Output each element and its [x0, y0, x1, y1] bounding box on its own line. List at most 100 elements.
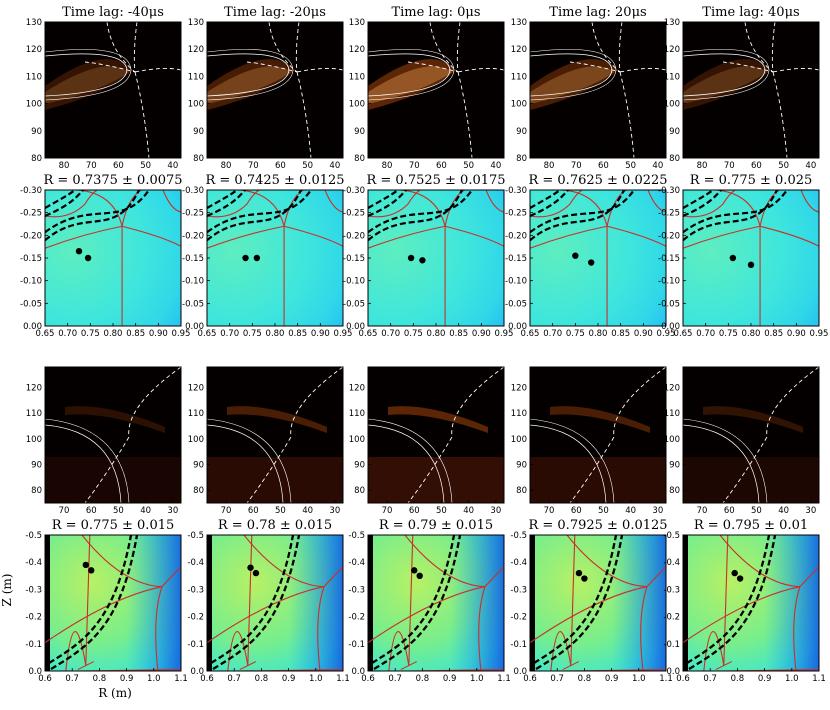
x-tick-label: 0.75 — [566, 329, 585, 339]
separatrix-line — [485, 190, 504, 213]
emission-core — [65, 406, 165, 433]
trajectory-line — [533, 535, 618, 664]
panel-r0-c2: Time lag: 0μs 80 70 60 50 40 80 90 100 110 120 130 — [349, 5, 505, 171]
trajectory-marker-1 — [736, 575, 744, 582]
trajectory-marker-1 — [581, 575, 588, 582]
separatrix-line — [530, 190, 583, 218]
trajectory-marker-0 — [407, 254, 415, 262]
trajectory-line — [207, 190, 246, 218]
separatrix-line — [388, 631, 410, 671]
y-tick-label: -0.20 — [505, 231, 527, 241]
y-tick-label: 100 — [188, 435, 204, 445]
trajectory-line — [45, 190, 76, 209]
x-tick-label: 0.6 — [361, 674, 375, 684]
panel-frame — [682, 366, 820, 504]
separatrix-line — [224, 190, 285, 227]
y-tick-label: -0.05 — [20, 299, 42, 309]
separatrix-line — [239, 661, 257, 671]
y-tick-label: 110 — [511, 409, 527, 419]
x-tick-label: 0.95 — [172, 329, 191, 339]
separatrix-line — [227, 631, 249, 671]
panel-frame — [206, 21, 344, 159]
trajectory-marker-0 — [411, 567, 418, 574]
separatrix-line — [647, 190, 666, 213]
separatrix-line — [606, 225, 666, 247]
y-tick-label: 80 — [669, 486, 680, 496]
flux-background — [530, 190, 666, 326]
flux-background — [207, 190, 343, 326]
panel-image — [207, 535, 343, 671]
flux-contour — [619, 71, 635, 158]
panel-r2-c3: 70 60 50 40 30 80 90 100 110 120 — [511, 366, 667, 516]
emission-core — [703, 406, 803, 433]
y-axis-label: Z (m) — [0, 574, 14, 607]
y-tick-label: 80 — [31, 486, 42, 496]
x-tick-label: 0.70 — [58, 329, 77, 339]
y-tick-label: 130 — [511, 18, 527, 28]
y-tick-label: -0.05 — [182, 299, 204, 309]
emission-band — [45, 457, 181, 503]
y-tick-label: 130 — [664, 18, 680, 28]
trajectory-line — [45, 190, 140, 242]
y-tick-label: -0.25 — [343, 209, 365, 219]
trajectory-line — [683, 190, 722, 218]
panel-image — [530, 535, 666, 671]
x-tick-label: 1.1 — [812, 674, 826, 684]
panel-frame — [529, 21, 667, 159]
x-tick-label: 0.95 — [810, 329, 829, 339]
panel-r2-c2: 70 60 50 40 30 80 90 100 110 120 — [349, 366, 505, 516]
panel-r3-c4: R = 0.795 ± 0.01 0.6 0.7 0.8 0.9 1.0 1.1 0.0 -0.… — [663, 518, 825, 684]
x-tick-label: 40 — [652, 161, 663, 171]
trajectory-line — [530, 190, 625, 242]
x-tick-label: 0.95 — [495, 329, 514, 339]
y-tick-label: -0.2 — [348, 613, 365, 623]
flux-background — [45, 190, 181, 326]
y-tick-label: -0.30 — [343, 186, 365, 196]
y-tick-label: 0.00 — [508, 322, 527, 332]
trajectory-line — [207, 190, 312, 234]
flux-background — [368, 190, 504, 326]
separatrix-line — [162, 190, 181, 213]
x-tick-label: 40 — [329, 161, 340, 171]
y-tick-label: -0.05 — [658, 299, 680, 309]
y-tick-label: -0.15 — [20, 254, 42, 264]
panel-r0-c1: Time lag: -20μs 80 70 60 50 40 80 90 100 110 120 13… — [188, 5, 344, 171]
y-tick-label: -0.5 — [663, 531, 680, 541]
x-tick-label: 0.8 — [255, 674, 269, 684]
x-tick-label: 60 — [275, 161, 286, 171]
x-tick-label: 0.90 — [311, 329, 330, 339]
y-tick-label: 80 — [354, 486, 365, 496]
x-tick-label: 0.9 — [282, 674, 296, 684]
y-tick-label: 0.0 — [28, 667, 42, 677]
panel-image — [683, 22, 819, 158]
x-tick-label: 0.65 — [36, 329, 55, 339]
x-tick-label: 0.9 — [443, 674, 457, 684]
x-tick-label: 60 — [113, 161, 124, 171]
x-tick-label: 80 — [221, 161, 232, 171]
x-tick-label: 0.95 — [657, 329, 676, 339]
x-tick-label: 0.6 — [676, 674, 690, 684]
y-tick-label: 110 — [188, 409, 204, 419]
separatrix-line — [62, 190, 123, 227]
y-tick-label: 100 — [511, 100, 527, 110]
separatrix-outline — [207, 49, 294, 101]
trajectory-marker-0 — [247, 564, 254, 571]
separatrix-line — [799, 566, 819, 588]
x-tick-label: 0.9 — [758, 674, 772, 684]
y-tick-label: -0.10 — [20, 277, 42, 287]
emission-band — [45, 59, 133, 110]
separatrix-line — [683, 225, 761, 249]
y-tick-label: 0.0 — [666, 667, 680, 677]
x-tick-label: 1.0 — [632, 674, 646, 684]
x-tick-label: 1.1 — [336, 674, 350, 684]
x-tick-label: 80 — [382, 161, 393, 171]
trajectory-marker-1 — [416, 572, 423, 579]
trajectory-marker-0 — [75, 248, 83, 255]
y-tick-label: -0.4 — [348, 558, 365, 568]
x-tick-label: 1.1 — [174, 674, 188, 684]
flux-contour — [744, 22, 774, 73]
x-tick-label: 50 — [751, 506, 762, 516]
trajectory-marker-0 — [731, 569, 738, 577]
x-tick-label: 70 — [86, 161, 97, 171]
